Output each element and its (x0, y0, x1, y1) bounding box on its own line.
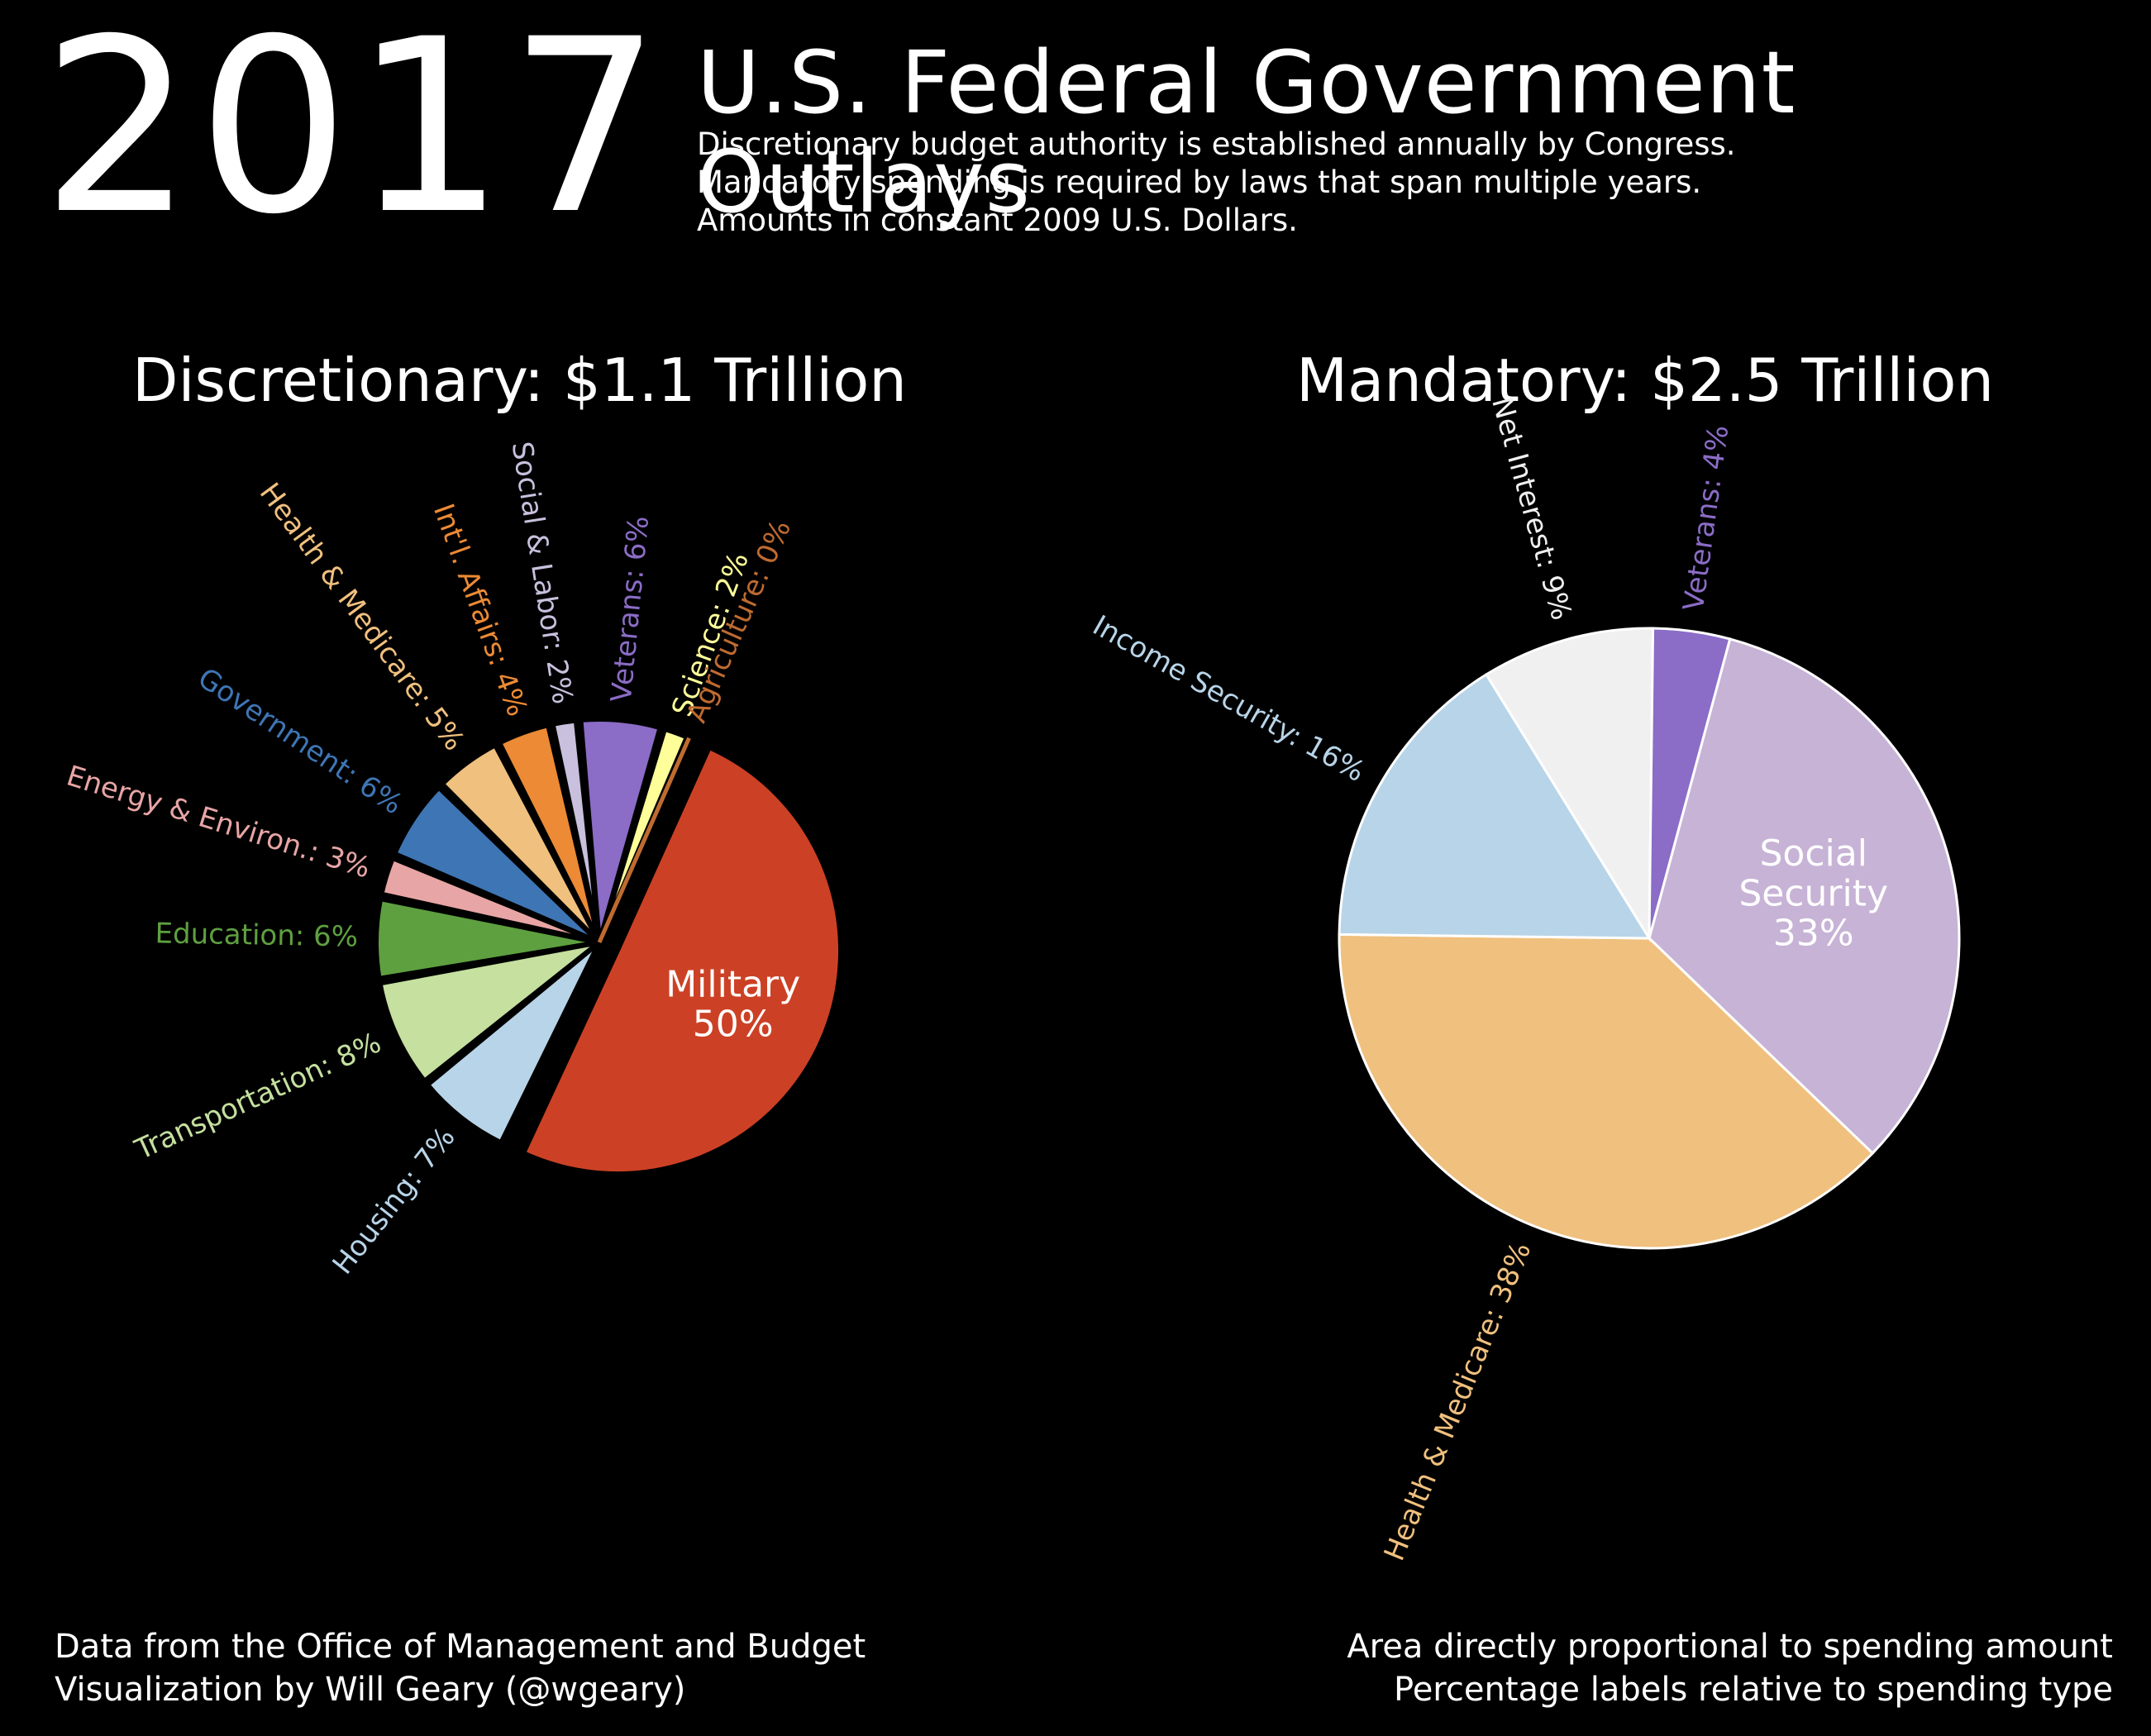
label-housing: Housing: 7% (327, 1121, 462, 1281)
slice-income-security (1338, 672, 1652, 940)
slice-health-medicare (1338, 932, 1875, 1250)
slice-net-interest (1484, 627, 1655, 943)
center-label-line: Military (665, 963, 800, 1005)
label-education: Education: 6% (155, 917, 358, 953)
slice-veterans (578, 717, 664, 943)
slice-social-security (1648, 637, 1961, 1156)
slice-social-labor (550, 718, 602, 943)
center-label-line: Security (1738, 872, 1888, 914)
center-label-line: 33% (1773, 913, 1854, 955)
label-veterans: Veterans: 6% (605, 514, 656, 703)
discretionary-title: Discretionary: $1.1 Trillion (132, 346, 907, 415)
slice-housing (423, 940, 602, 1147)
slice-agriculture (597, 737, 691, 944)
label-government: Government: 6% (192, 661, 408, 821)
credit-note: Visualization by Will Geary (@wgeary) (55, 1671, 686, 1709)
chart-title: U.S. Federal Government Outlays (697, 32, 1796, 232)
percent-note: Percentage labels relative to spending t… (1394, 1671, 2113, 1709)
label-net-interest: Net Interest: 9% (1485, 393, 1578, 623)
slice-int-l-affairs (496, 722, 602, 944)
center-label-line: Social (1759, 832, 1867, 875)
subtitle-line: Amounts in constant 2009 U.S. Dollars. (697, 203, 1298, 238)
label-income-security: Income Security: 16% (1087, 609, 1371, 789)
slice-veterans (1648, 627, 1732, 939)
slice-government (391, 784, 602, 945)
subtitle-line: Mandatory spending is required by laws t… (697, 165, 1702, 200)
slice-transportation (377, 940, 601, 1085)
subtitle-line: Discretionary budget authority is establ… (697, 126, 1736, 162)
label-int-l-affairs: Int'l. Affairs: 4% (427, 499, 534, 721)
center-label-line: 50% (693, 1004, 774, 1046)
year-heading: 2017 (41, 0, 665, 267)
label-veterans: Veterans: 4% (1677, 423, 1736, 613)
slice-military (520, 743, 844, 1177)
slice-health-medicare (438, 742, 602, 945)
label-health-medicare: Health & Medicare: 38% (1378, 1238, 1538, 1566)
area-note: Area directly proportional to spending a… (1347, 1628, 2113, 1666)
slice-education (374, 895, 600, 982)
source-note: Data from the Office of Management and B… (55, 1628, 866, 1666)
label-transportation: Transportation: 8% (130, 1026, 386, 1166)
mandatory-title: Mandatory: $2.5 Trillion (1296, 346, 1994, 415)
